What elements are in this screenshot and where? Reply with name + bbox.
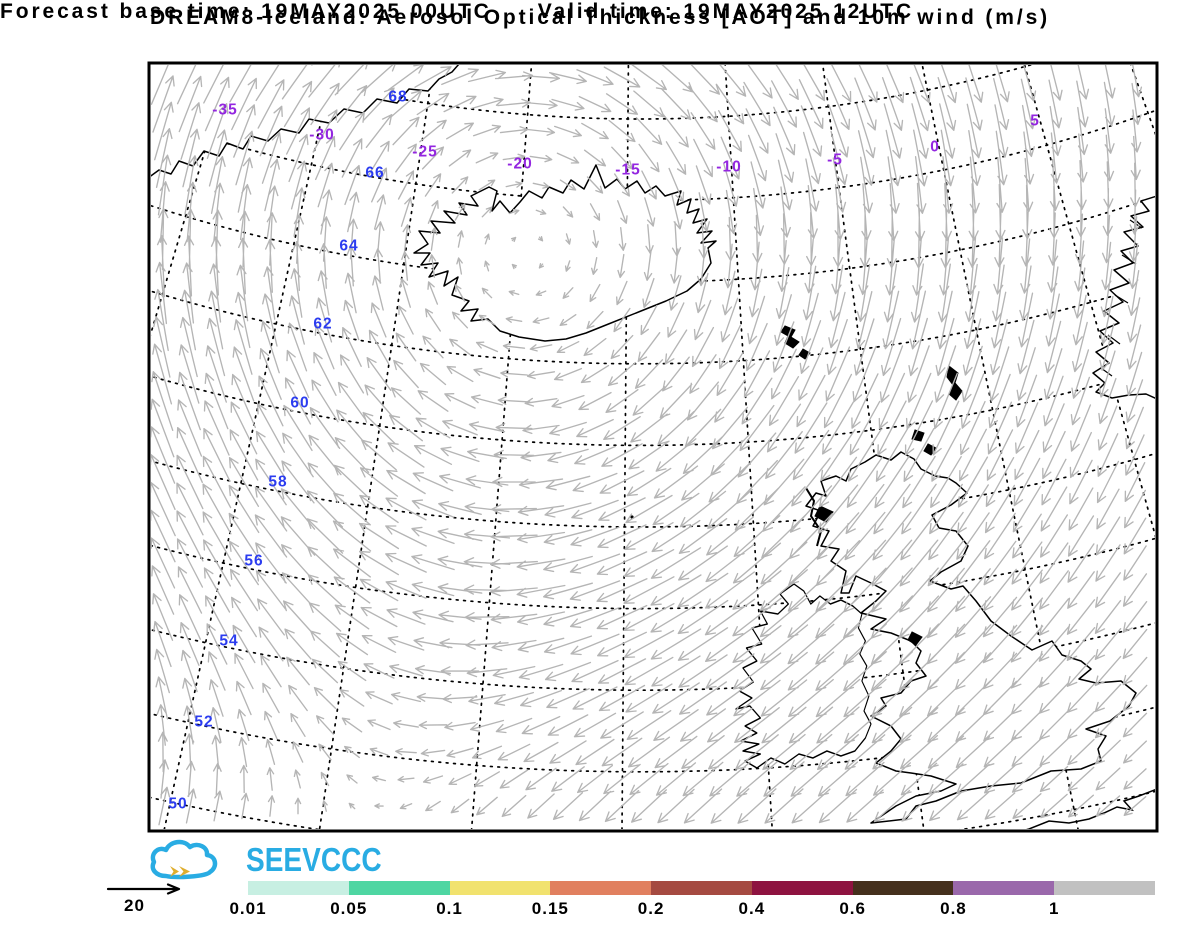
- outer-hebrides: [805, 487, 823, 547]
- valid-time: Valid time: 19MAY2025 12UTC: [537, 0, 915, 23]
- longitude-label: -25: [412, 144, 437, 161]
- latitude-label: 60: [290, 395, 309, 412]
- latitude-label: 68: [388, 89, 407, 106]
- forecast-base-time: Forecast base time: 19MAY2025 00UTC: [0, 0, 492, 23]
- map-border: [147, 61, 1159, 833]
- coastline-france: [1026, 788, 1155, 829]
- latitude-label: 58: [268, 474, 287, 491]
- isle-of-man: [907, 631, 923, 646]
- latitude-label: 66: [365, 165, 384, 182]
- faroe-islands: [780, 325, 800, 349]
- wind-arrows: [151, 65, 1148, 826]
- longitude-label: -15: [615, 162, 640, 179]
- graticule-labels: -35 -30 -25 -20 -15 -10 -5 0 5 68 66 64 62 60 58 56 54 52…: [168, 89, 1040, 813]
- longitude-label: -5: [827, 152, 843, 169]
- longitude-label: -30: [309, 127, 334, 144]
- latitude-label: 52: [194, 714, 213, 731]
- cloud-logo-icon: [150, 839, 218, 880]
- wind-arrows-layer: [151, 65, 1148, 826]
- coastline-greenland: [151, 65, 460, 177]
- longitude-label: -10: [716, 159, 741, 176]
- latitude-label: 64: [339, 238, 358, 255]
- shetland-islands: [946, 365, 963, 401]
- orkney-islands: [911, 429, 925, 442]
- longitude-label: 0: [930, 139, 940, 156]
- chart-title: DREAM8-Iceland: Aerosol Optical Thicknes…: [150, 6, 1051, 29]
- latitude-label: 50: [168, 796, 187, 813]
- latitude-label: 62: [313, 316, 332, 333]
- seevccc-logo: SEEVCCC: [146, 836, 406, 884]
- longitude-label: -35: [212, 102, 237, 119]
- chart-subtitle: Forecast base time: 19MAY2025 00UTC Vali…: [0, 0, 1193, 24]
- longitude-label: 5: [1030, 113, 1040, 130]
- coastline-great-britain: [805, 451, 1137, 824]
- latitude-label: 54: [219, 633, 238, 650]
- longitude-label: -20: [507, 156, 532, 173]
- faroe-islands: [798, 348, 811, 360]
- latitude-label: 56: [244, 553, 263, 570]
- logo-text: SEEVCCC: [246, 841, 382, 878]
